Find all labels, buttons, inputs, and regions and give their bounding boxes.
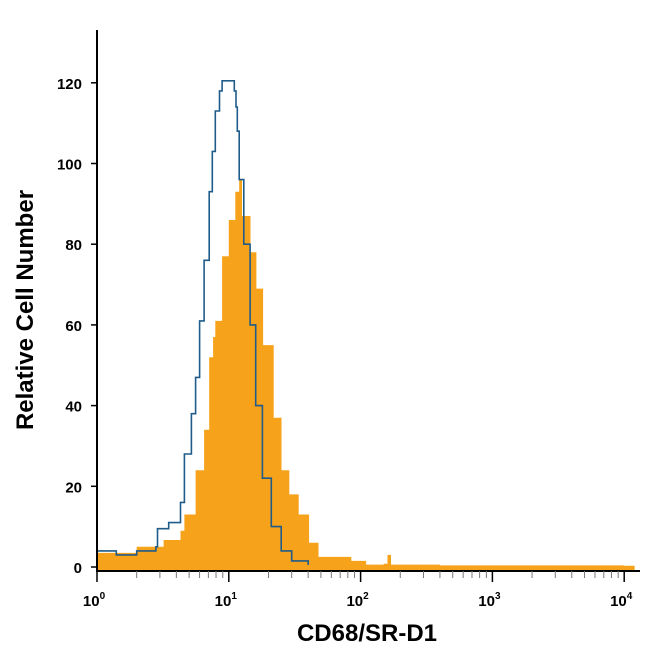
x-axis-label: CD68/SR-D1 (297, 620, 437, 647)
filled-histogram (97, 179, 635, 570)
x-tick-label: 103 (478, 591, 501, 610)
y-tick-label: 0 (74, 560, 82, 577)
x-tick-label: 102 (346, 591, 369, 610)
y-tick-label: 20 (65, 479, 82, 496)
y-tick-label: 60 (65, 318, 82, 335)
outline-histogram (97, 80, 309, 565)
y-tick-label: 80 (65, 237, 82, 254)
plot-area (97, 80, 635, 570)
y-tick-label: 120 (57, 76, 82, 93)
x-ticks: 100 101 102 103 104 (83, 571, 633, 610)
x-tick-label: 100 (83, 591, 106, 610)
y-axis-label: Relative Cell Number (12, 190, 39, 430)
y-tick-label: 40 (65, 399, 82, 416)
y-ticks: 0 20 40 60 80 100 120 (57, 76, 97, 577)
x-tick-label: 101 (215, 591, 238, 610)
x-tick-label: 104 (610, 591, 633, 610)
y-tick-label: 100 (57, 157, 82, 174)
